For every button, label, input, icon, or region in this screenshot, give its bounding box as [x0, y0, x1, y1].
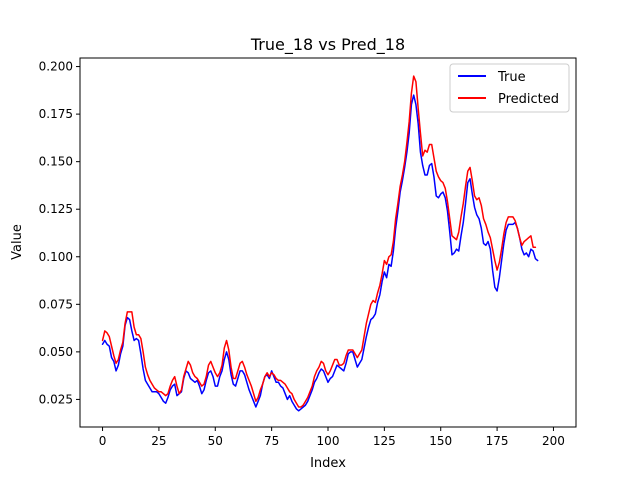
- x-tick-label: 175: [486, 434, 509, 448]
- y-tick-label: 0.125: [39, 202, 73, 216]
- series-line-true: [101, 94, 539, 412]
- x-tick-label: 50: [208, 434, 223, 448]
- x-axis-ticks: 0 25 50 75 100 125 150 175 200: [99, 427, 565, 448]
- x-tick-label: 0: [99, 434, 107, 448]
- y-axis-label: Value: [10, 224, 25, 260]
- x-tick-label: 150: [429, 434, 452, 448]
- y-tick-label: 0.025: [39, 392, 73, 406]
- y-axis-ticks: 0.025 0.050 0.075 0.100 0.125 0.150 0.175 0.200: [39, 60, 80, 406]
- legend-label-predicted: Predicted: [498, 92, 559, 107]
- legend-label-true: True: [497, 70, 526, 85]
- x-tick-label: 100: [317, 434, 340, 448]
- y-tick-label: 0.050: [39, 345, 73, 359]
- x-tick-label: 200: [542, 434, 565, 448]
- chart-title: True_18 vs Pred_18: [250, 35, 405, 55]
- x-tick-label: 25: [151, 434, 166, 448]
- legend: True Predicted: [449, 63, 570, 113]
- y-tick-label: 0.175: [39, 107, 73, 121]
- y-tick-label: 0.200: [39, 60, 73, 74]
- y-tick-label: 0.150: [39, 155, 73, 169]
- y-tick-label: 0.100: [39, 250, 73, 264]
- series-lines: [101, 75, 539, 412]
- x-tick-label: 125: [373, 434, 396, 448]
- x-tick-label: 75: [264, 434, 279, 448]
- y-tick-label: 0.075: [39, 297, 73, 311]
- x-axis-label: Index: [310, 456, 346, 471]
- series-line-predicted: [101, 75, 537, 408]
